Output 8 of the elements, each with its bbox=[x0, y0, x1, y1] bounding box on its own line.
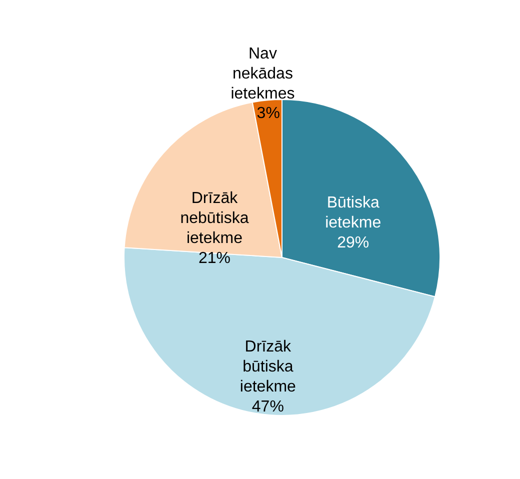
data-label: 21% bbox=[198, 250, 231, 267]
slice-label: Nav nekādas ietekmes bbox=[230, 45, 295, 102]
data-label: 47% bbox=[252, 398, 284, 416]
data-label: 29% bbox=[337, 234, 370, 252]
slice-label: Būtiska ietekme bbox=[325, 194, 382, 232]
data-label: 3% bbox=[256, 105, 280, 122]
slice-label: Drīzāk būtiska ietekme bbox=[240, 338, 296, 396]
slice-label: Drīzāk nebūtiska ietekme bbox=[180, 190, 249, 247]
